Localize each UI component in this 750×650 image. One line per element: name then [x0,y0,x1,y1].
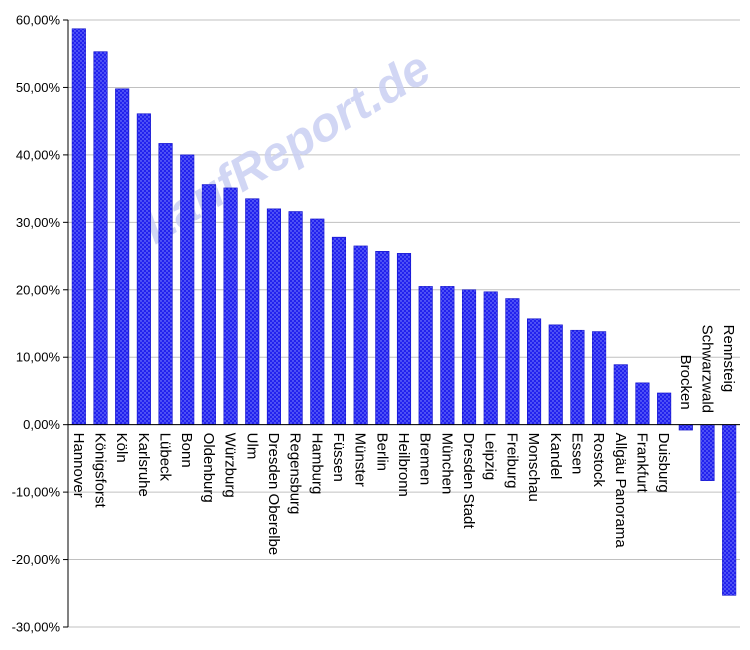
bar [418,286,433,425]
bars [71,28,737,596]
bar [700,424,715,481]
y-tick-label: 50,00% [16,80,61,95]
category-label: Frankfurt [633,433,650,494]
bar [505,298,520,425]
bar [635,382,650,425]
category-label: Hamburg [308,433,325,495]
bar [527,318,542,425]
category-label: Rennsteig [720,325,737,393]
category-label: Dresden Oberelbe [265,433,282,556]
category-label: Hannover [70,433,87,498]
bar [331,236,347,425]
y-tick-label: 10,00% [16,350,61,365]
category-label: Berlin [373,433,390,471]
y-tick-label: 0,00% [23,417,60,432]
category-label: Oldenburg [200,433,217,503]
category-label: Brocken [677,355,694,410]
category-label: Dresden Stadt [460,433,477,530]
bar [657,392,672,425]
category-label: Monschau [525,433,542,502]
category-label: Karlsruhe [135,433,152,497]
category-label: Bremen [417,433,434,486]
bar [245,198,260,425]
category-label: Kandel [547,433,564,480]
category-label: Füssen [330,433,347,482]
category-label: Schwarzwald [698,325,715,413]
bar [136,113,151,425]
bar [396,253,412,425]
bar [310,218,325,425]
bar [115,88,130,425]
bar [722,424,737,596]
bar [288,211,303,425]
category-label: Königsforst [92,433,109,509]
category-label: Rostock [590,433,607,488]
category-label: Heilbronn [395,433,412,497]
bar [613,364,628,425]
bar [71,28,86,425]
category-label: Essen [568,433,585,475]
category-label: Ulm [243,433,260,460]
bar [93,51,108,425]
category-label: Freiburg [503,433,520,489]
y-tick-label: 30,00% [16,215,61,230]
category-label: Bonn [178,433,195,468]
category-label: Duisburg [655,433,672,493]
bar [678,424,693,431]
category-label: Würzburg [222,433,239,498]
y-tick-label: 40,00% [16,147,61,162]
category-label: Lübeck [157,433,174,482]
category-label: Köln [113,433,130,463]
bar [180,154,195,425]
category-label: Münster [352,433,369,487]
bar [266,208,281,425]
bar [483,291,498,425]
category-label: Regensburg [287,433,304,515]
bar [592,331,607,425]
labels: -30,00% -20,00% -10,00% 0,00% 10,00% 20,00% 30… [12,13,738,635]
bar [570,329,585,425]
bar [461,289,477,425]
category-label: Leipzig [482,433,499,481]
category-label: Allgäu Panorama [612,433,629,549]
y-tick-label: -30,00% [12,620,61,635]
axes [63,19,740,628]
bar [353,245,368,425]
bar [375,251,390,425]
category-label: München [438,433,455,495]
bar [440,286,455,425]
bar [223,187,238,425]
bar [548,324,563,425]
y-tick-label: 60,00% [16,13,61,28]
y-tick-label: -10,00% [12,485,61,500]
y-tick-label: -20,00% [12,552,61,567]
bar [201,184,216,425]
y-tick-label: 20,00% [16,282,61,297]
bar [158,143,173,425]
